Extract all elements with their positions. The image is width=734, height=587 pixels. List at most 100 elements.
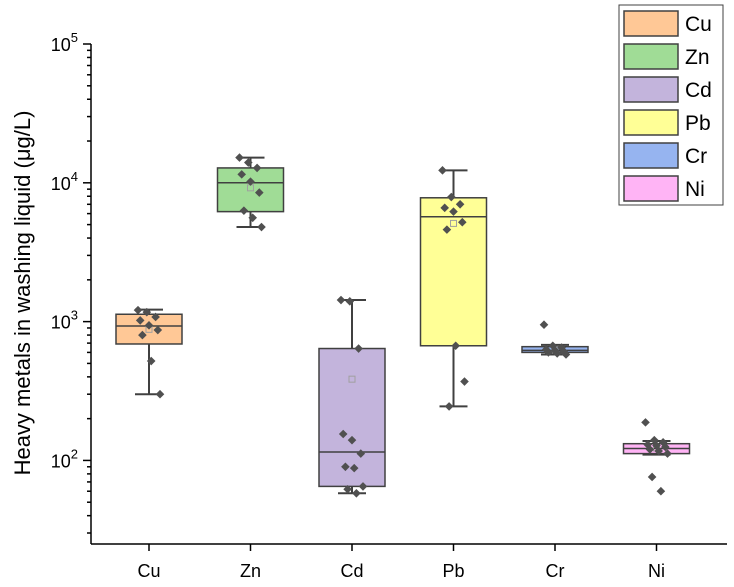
data-point <box>645 445 655 454</box>
data-point <box>561 350 571 359</box>
data-point <box>255 188 264 197</box>
y-tick-label: 103 <box>51 308 78 333</box>
data-point <box>539 320 549 330</box>
data-point <box>257 222 266 232</box>
legend-label: Pb <box>685 112 711 135</box>
data-point <box>652 441 661 450</box>
data-point <box>352 488 361 498</box>
data-point <box>138 330 147 340</box>
x-tick-label: Pb <box>442 561 464 581</box>
legend-swatch <box>623 43 679 70</box>
box-cd <box>318 295 386 498</box>
data-point <box>237 170 246 179</box>
data-point <box>341 462 350 472</box>
y-tick-label-exponent: 3 <box>71 308 78 323</box>
box-pb <box>419 166 488 411</box>
data-point <box>458 217 467 227</box>
data-point <box>155 389 165 399</box>
x-tick-label: Ni <box>648 561 665 581</box>
data-point <box>244 158 253 167</box>
y-tick-label: 105 <box>51 30 78 55</box>
box-cr <box>521 320 589 359</box>
legend-label: Ni <box>685 178 705 201</box>
x-tick-label: Cu <box>137 561 160 581</box>
data-point <box>438 166 447 175</box>
y-tick-label: 102 <box>51 446 78 471</box>
data-point <box>455 200 465 209</box>
data-point <box>144 321 154 330</box>
legend-swatch <box>623 175 679 202</box>
y-tick-label-exponent: 2 <box>71 446 78 461</box>
data-point <box>460 377 469 386</box>
box-ni <box>622 418 691 496</box>
y-tick-label-base: 10 <box>51 451 71 471</box>
x-tick-label: Cr <box>546 561 565 581</box>
data-point <box>641 418 650 427</box>
y-tick-label-exponent: 4 <box>71 169 78 184</box>
data-point <box>235 153 244 162</box>
mean-marker <box>450 219 457 227</box>
y-axis-title: Heavy metals in washing liquid (μg/L) <box>10 111 35 476</box>
data-point <box>447 192 456 202</box>
legend-swatch <box>623 10 679 37</box>
data-point <box>135 316 145 325</box>
y-tick-label-base: 10 <box>51 174 71 194</box>
data-point <box>654 446 663 456</box>
y-tick-label-base: 10 <box>51 313 71 333</box>
legend-swatch <box>623 76 679 103</box>
data-point <box>248 213 257 223</box>
box-cu <box>115 305 183 399</box>
data-point <box>153 325 163 335</box>
data-point <box>358 482 368 491</box>
data-point <box>663 449 672 458</box>
legend-swatch <box>623 109 679 136</box>
data-point <box>449 207 458 216</box>
x-tick-label: Cd <box>340 561 363 581</box>
data-point <box>142 307 152 317</box>
data-point <box>544 348 553 357</box>
data-point <box>647 472 657 482</box>
legend-frame <box>618 4 724 206</box>
data-point <box>252 163 262 173</box>
data-point <box>133 305 143 315</box>
y-tick-label-exponent: 5 <box>71 30 78 45</box>
y-tick-label: 104 <box>51 169 78 194</box>
data-point <box>552 349 562 358</box>
mean-marker <box>348 375 356 383</box>
data-point <box>440 203 449 213</box>
data-point <box>347 435 357 445</box>
x-axis-ticks: Cu Zn Cd Pb Cr Ni <box>137 544 665 581</box>
data-point <box>151 312 160 322</box>
box-iqr <box>216 167 285 213</box>
legend-label: Cu <box>685 13 712 36</box>
box-zn <box>216 153 285 232</box>
data-point <box>338 429 348 439</box>
data-point <box>349 463 359 473</box>
legend-swatch <box>623 142 679 169</box>
data-point <box>336 295 346 305</box>
data-point <box>444 402 454 411</box>
box-iqr <box>419 197 488 347</box>
data-point <box>661 442 670 452</box>
data-point <box>345 297 355 306</box>
data-point <box>451 341 460 351</box>
legend-label: Cd <box>685 79 712 102</box>
data-point <box>239 206 249 215</box>
data-point <box>356 449 366 458</box>
legend-label: Cr <box>685 145 707 168</box>
data-point <box>550 346 560 355</box>
boxes-layer <box>115 153 691 498</box>
box-iqr <box>318 347 386 488</box>
legend: Cu Zn Cd Pb Cr Ni <box>618 4 724 206</box>
data-point <box>442 225 452 234</box>
legend-label: Zn <box>685 46 710 69</box>
data-point <box>146 356 156 366</box>
data-point <box>343 484 352 494</box>
data-point <box>354 344 363 353</box>
data-point <box>246 177 255 186</box>
y-tick-label-base: 10 <box>51 35 71 55</box>
data-point <box>656 486 666 496</box>
